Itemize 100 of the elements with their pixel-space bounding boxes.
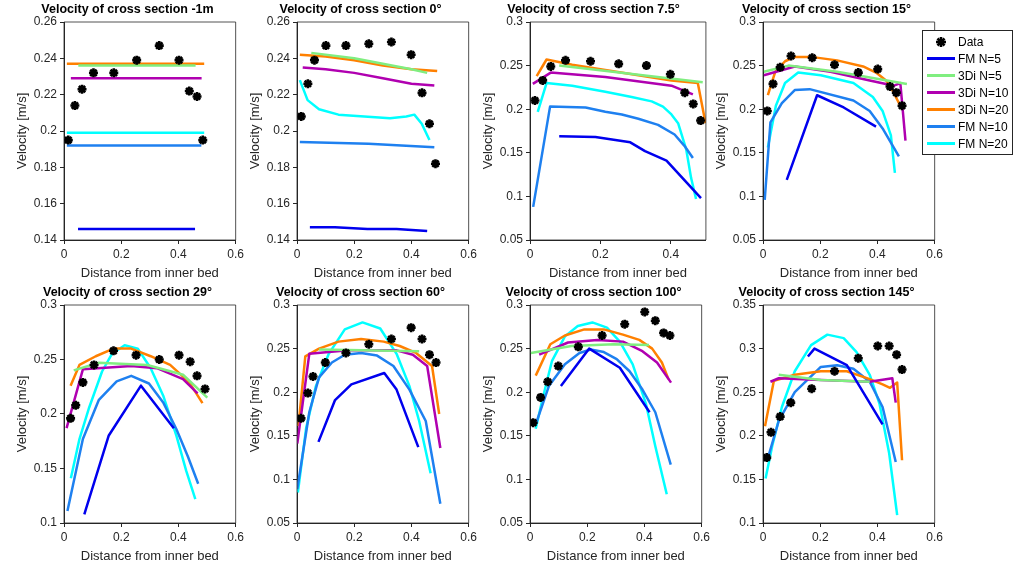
- x-tick-label: 0.6: [460, 529, 478, 544]
- point: [416, 87, 428, 99]
- x-tick-label: 0.6: [227, 529, 245, 544]
- y-tick-label: 0.05: [266, 515, 291, 530]
- y-tick-label: 0.25: [499, 57, 524, 72]
- x-tick-label: 0.4: [403, 529, 421, 544]
- x-tick-label: 0.6: [693, 529, 711, 544]
- x-axis-title: Distance from inner bed: [80, 547, 219, 563]
- chart-title: Velocity of cross section 29°: [43, 284, 212, 299]
- y-tick-label: 0.18: [266, 159, 291, 174]
- x-axis-title: Distance from inner bed: [313, 547, 452, 563]
- x-axis-title: Distance from inner bed: [313, 264, 452, 280]
- y-tick-label: 0.2: [506, 101, 524, 116]
- x-tick-label: 0.4: [170, 246, 188, 261]
- point: [199, 383, 211, 395]
- x-tick-label: 0: [759, 529, 767, 544]
- y-axis-title: Velocity [m/s]: [14, 92, 30, 170]
- point: [130, 349, 142, 361]
- y-tick-label: 0.25: [499, 340, 524, 355]
- y-tick-label: 0.18: [33, 159, 58, 174]
- point: [173, 349, 185, 361]
- point: [302, 387, 314, 399]
- y-axis-title: Velocity [m/s]: [14, 375, 30, 453]
- x-tick-label: 0.6: [227, 246, 245, 261]
- x-tick-label: 0.4: [170, 529, 188, 544]
- legend-label: FM N=5: [958, 51, 1002, 66]
- y-tick-label: 0.25: [33, 351, 58, 366]
- x-tick-label: 0: [526, 246, 534, 261]
- y-tick-label: 0.24: [33, 50, 58, 65]
- x-tick-label: 0: [293, 246, 301, 261]
- x-tick-label: 0.6: [460, 246, 478, 261]
- y-tick-label: 0.05: [499, 232, 524, 247]
- y-tick-label: 0.2: [40, 406, 58, 421]
- y-tick-label: 0.35: [732, 297, 757, 312]
- point: [363, 38, 375, 50]
- legend-label: FM N=20: [958, 136, 1008, 151]
- y-tick-label: 0.25: [732, 57, 757, 72]
- y-tick-label: 0.22: [266, 86, 291, 101]
- y-tick-label: 0.1: [739, 188, 757, 203]
- x-axis-title: Distance from inner bed: [779, 264, 918, 280]
- point: [173, 54, 185, 66]
- point: [416, 333, 428, 345]
- x-tick-label: 0.2: [112, 529, 130, 544]
- point: [191, 370, 203, 382]
- legend-label: FM N=10: [958, 119, 1008, 134]
- chart-title: Velocity of cross section -1m: [41, 1, 214, 16]
- y-tick-label: 0.26: [33, 14, 58, 29]
- y-tick-label: 0.1: [40, 515, 58, 530]
- point: [340, 347, 352, 359]
- chart-title: Velocity of cross section 0°: [279, 1, 442, 16]
- legend-label: 3Di N=10: [958, 85, 1009, 100]
- y-tick-label: 0.3: [739, 14, 757, 29]
- x-tick-label: 0: [60, 529, 68, 544]
- y-tick-label: 0.25: [732, 384, 757, 399]
- y-tick-label: 0.16: [266, 195, 291, 210]
- y-tick-label: 0.3: [739, 340, 757, 355]
- y-tick-label: 0.3: [40, 297, 58, 312]
- legend-label: 3Di N=5: [958, 68, 1002, 83]
- x-tick-label: 0: [60, 246, 68, 261]
- x-tick-label: 0.2: [811, 529, 829, 544]
- y-tick-label: 0.2: [739, 428, 757, 443]
- x-tick-label: 0.4: [403, 246, 421, 261]
- x-tick-label: 0.4: [869, 529, 887, 544]
- y-axis-title: Velocity [m/s]: [713, 92, 729, 170]
- y-tick-label: 0.3: [506, 297, 524, 312]
- x-tick-label: 0: [293, 529, 301, 544]
- y-tick-label: 0.1: [739, 515, 757, 530]
- y-tick-label: 0.1: [506, 188, 524, 203]
- chart-title: Velocity of cross section 100°: [505, 284, 682, 299]
- y-tick-label: 0.2: [273, 384, 291, 399]
- chart-title: Velocity of cross section 7.5°: [507, 1, 680, 16]
- y-tick-label: 0.15: [732, 145, 757, 160]
- x-tick-label: 0.2: [592, 246, 610, 261]
- y-axis-title: Velocity [m/s]: [247, 92, 263, 170]
- x-tick-label: 0.2: [112, 246, 130, 261]
- chart-title: Velocity of cross section 60°: [276, 284, 445, 299]
- x-tick-label: 0.6: [926, 529, 944, 544]
- y-tick-label: 0.22: [33, 86, 58, 101]
- y-tick-label: 0.16: [33, 195, 58, 210]
- x-tick-label: 0.2: [345, 529, 363, 544]
- y-tick-label: 0.15: [732, 471, 757, 486]
- point: [88, 359, 100, 371]
- y-tick-label: 0.2: [739, 101, 757, 116]
- y-tick-label: 0.14: [33, 232, 58, 247]
- x-tick-label: 0: [759, 246, 767, 261]
- y-tick-label: 0.05: [732, 232, 757, 247]
- x-axis-title: Distance from inner bed: [548, 264, 687, 280]
- y-axis-title: Velocity [m/s]: [713, 375, 729, 453]
- y-tick-label: 0.15: [499, 145, 524, 160]
- y-tick-label: 0.24: [266, 50, 291, 65]
- y-tick-label: 0.26: [266, 14, 291, 29]
- y-tick-label: 0.2: [273, 123, 291, 138]
- x-tick-label: 0.6: [926, 246, 944, 261]
- y-tick-label: 0.15: [499, 428, 524, 443]
- x-tick-label: 0.4: [869, 246, 887, 261]
- legend-label: Data: [958, 34, 984, 49]
- y-tick-label: 0.05: [499, 515, 524, 530]
- x-tick-label: 0: [526, 529, 534, 544]
- point: [767, 78, 779, 90]
- y-tick-label: 0.2: [506, 384, 524, 399]
